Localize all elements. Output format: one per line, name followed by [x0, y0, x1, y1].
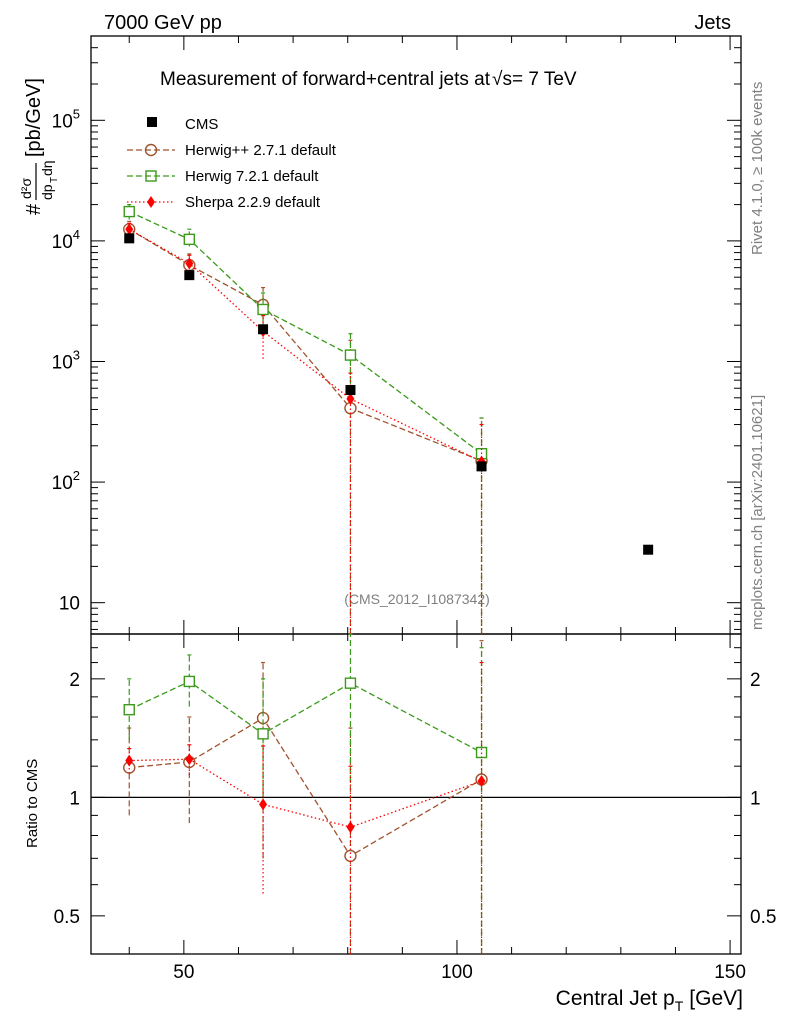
- legend-cms-label: CMS: [185, 116, 218, 133]
- ratio-sherpa-point: [259, 798, 268, 811]
- legend-herwigpp-marker: [144, 143, 158, 157]
- main-panel-marks: [123, 203, 654, 634]
- svg-text:dη: dη: [39, 160, 55, 176]
- x-tick-label: 150: [714, 962, 746, 983]
- legend-herwig7-marker: [145, 170, 157, 182]
- analysis-id-label: (CMS_2012_I1087342): [344, 591, 490, 607]
- ratio-panel-marks: [91, 633, 741, 954]
- mcplots-reference-label: mcplots.cern.ch [arXiv:2401.10621]: [749, 395, 766, 630]
- main-herwig7-point: [257, 303, 269, 316]
- main-cms-point: [258, 324, 269, 335]
- ratio-sherpa-point: [346, 821, 355, 834]
- main-series-herwigpp: [123, 220, 488, 634]
- y-tick-label: 10: [59, 594, 80, 615]
- main-herwigpp-line: [128, 228, 482, 462]
- legend-herwigpp-label: Herwig++ 2.7.1 default: [185, 142, 337, 159]
- ratio-sherpa-line: [129, 758, 482, 828]
- main-sherpa-line: [128, 228, 482, 463]
- x-tick-label: 100: [441, 962, 473, 983]
- axis-ticks: 50 100 150 10 102 103 104 105 0.5 0.5 1 1 2 2: [52, 35, 776, 983]
- legend-sherpa-label: Sherpa 2.2.9 default: [185, 194, 321, 211]
- main-sherpa-point: [185, 257, 194, 270]
- ratio-y-tick-label: 1: [69, 788, 80, 809]
- ratio-herwigpp-line: [129, 717, 482, 857]
- ratio-y-tick-label-right: 2: [750, 670, 761, 691]
- ratio-sherpa-point: [477, 775, 486, 788]
- ratio-y-tick-label: 2: [69, 670, 80, 691]
- y-tick-label: 104: [52, 227, 80, 253]
- ratio-series-herwig7: [123, 633, 488, 954]
- ratio-herwig7-point: [123, 703, 135, 716]
- svg-text:[pb/GeV]: [pb/GeV]: [23, 78, 45, 157]
- process-label: Jets: [694, 12, 731, 34]
- legend: CMS Herwig++ 2.7.1 default Herwig 7.2.1 …: [127, 116, 337, 211]
- energy-label: 7000 GeV pp: [104, 12, 222, 34]
- legend-cms-marker: [147, 117, 157, 127]
- ratio-series-sherpa: [125, 661, 486, 954]
- main-y-axis-label: # d²σ dp T dη [pb/GeV]: [18, 78, 60, 215]
- rivet-version-label: Rivet 4.1.0, ≥ 100k events: [749, 82, 766, 255]
- y-tick-label: 103: [52, 347, 80, 373]
- ratio-y-tick-label-right: 0.5: [750, 907, 776, 928]
- ratio-herwig7-point: [183, 675, 196, 688]
- plot-title: Measurement of forward+central jets at √s…: [160, 69, 577, 90]
- main-cms-point: [124, 233, 135, 244]
- ratio-herwigpp-point: [344, 849, 357, 863]
- ratio-y-tick-label-right: 1: [750, 788, 761, 809]
- ratio-y-axis-label: Ratio to CMS: [24, 759, 41, 848]
- main-cms-point: [345, 385, 356, 396]
- x-axis-label: Central Jet pT [GeV]: [556, 987, 743, 1014]
- x-tick-label: 50: [173, 962, 194, 983]
- ratio-herwig7-line: [128, 680, 482, 754]
- ratio-sherpa-point: [125, 754, 134, 767]
- main-series-sherpa: [125, 222, 486, 634]
- main-sherpa-point: [125, 223, 134, 236]
- main-herwig7-point: [344, 349, 357, 361]
- ratio-herwig7-point: [257, 728, 269, 740]
- svg-text:d²σ: d²σ: [18, 178, 34, 199]
- legend-herwig7-label: Herwig 7.2.1 default: [185, 168, 319, 185]
- svg-text:#: #: [23, 203, 45, 215]
- main-series-herwig7: [123, 203, 488, 634]
- main-cms-point: [643, 544, 654, 555]
- main-herwig7-point: [183, 233, 196, 246]
- ratio-herwig7-point: [344, 677, 357, 689]
- ratio-sherpa-point: [185, 753, 194, 766]
- ratio-y-tick-label: 0.5: [54, 907, 80, 928]
- main-cms-point: [476, 461, 487, 472]
- main-herwig7-line: [128, 210, 482, 455]
- main-sherpa-point: [346, 392, 355, 405]
- svg-text:T: T: [49, 177, 60, 183]
- main-herwig7-point: [123, 205, 135, 218]
- y-tick-label: 105: [52, 106, 80, 132]
- main-series-cms: [124, 233, 654, 555]
- legend-sherpa-marker: [147, 196, 155, 208]
- main-cms-point: [184, 270, 195, 281]
- ratio-panel-frame: [90, 633, 742, 955]
- svg-text:dp: dp: [39, 184, 55, 200]
- y-tick-label: 102: [52, 468, 80, 494]
